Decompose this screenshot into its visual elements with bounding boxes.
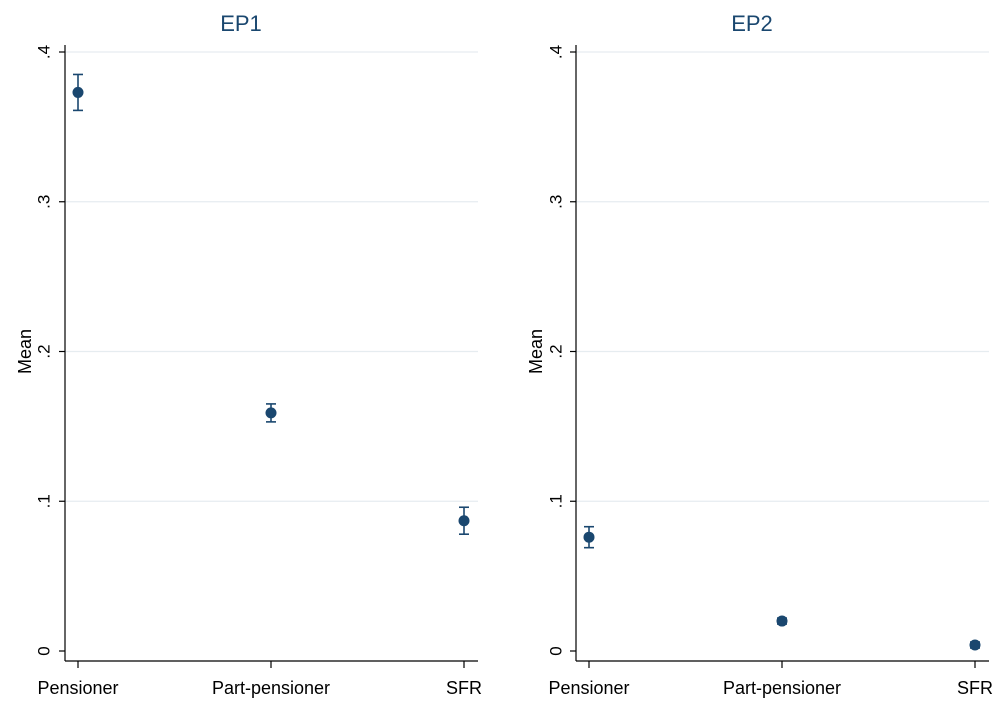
- chart-panel-2: 0 .1 .2 .3 .4 Mean Pensioner Part-pensioner SFR E…: [526, 11, 993, 698]
- chart-panel-1: 0 .1 .2 .3 .4 Mean Pensioner Part-pensioner SFR E…: [15, 11, 482, 698]
- y-tick-label: .4: [547, 45, 566, 59]
- y-tick-label: .3: [547, 195, 566, 209]
- x-tick-label: SFR: [446, 678, 482, 698]
- chart-title: EP2: [731, 11, 773, 36]
- data-point: [265, 407, 277, 419]
- data-point: [776, 615, 788, 627]
- data-point: [583, 531, 595, 543]
- y-axis-label: Mean: [526, 329, 546, 374]
- y-tick-label: .1: [547, 494, 566, 508]
- y-tick-label: .1: [35, 494, 54, 508]
- data-point: [969, 639, 981, 651]
- x-tick-label: Part-pensioner: [212, 678, 330, 698]
- y-tick-label: 0: [547, 646, 566, 655]
- y-tick-label: .2: [35, 344, 54, 358]
- x-tick-label: Pensioner: [37, 678, 118, 698]
- y-tick-label: .2: [547, 344, 566, 358]
- data-point: [458, 515, 470, 527]
- y-axis-label: Mean: [15, 329, 35, 374]
- x-tick-label: Pensioner: [548, 678, 629, 698]
- chart-title: EP1: [220, 11, 262, 36]
- x-tick-label: Part-pensioner: [723, 678, 841, 698]
- y-tick-label: .3: [35, 195, 54, 209]
- y-tick-label: .4: [35, 45, 54, 59]
- data-point: [72, 86, 84, 98]
- x-tick-label: SFR: [957, 678, 993, 698]
- y-tick-label: 0: [35, 646, 54, 655]
